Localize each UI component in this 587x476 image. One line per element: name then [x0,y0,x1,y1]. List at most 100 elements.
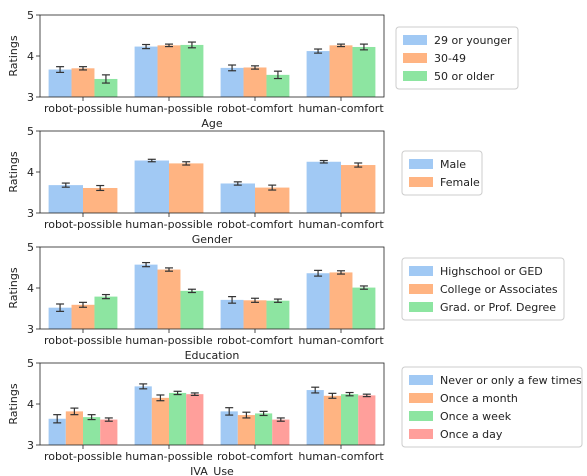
legend-label: Male [440,158,466,171]
legend-swatch [409,393,433,403]
chart-panel: 3 4 5 Ratings robot-possible human-possible ro… [7,125,483,246]
y-axis-label: Ratings [7,383,20,424]
bar [220,411,238,445]
x-tick-label: human-comfort [298,102,384,115]
bar [71,304,95,329]
bar [352,287,376,329]
y-tick-label: 4 [27,166,34,179]
x-axis-label: IVA_Use [190,465,234,476]
x-tick-label: human-possible [125,102,213,115]
bar [329,45,353,97]
legend-label: 29 or younger [434,34,512,47]
legend-label: Once a day [440,428,503,441]
legend-label: Female [440,176,480,189]
y-tick-label: 5 [27,357,34,370]
y-tick-label: 5 [27,241,34,254]
bar [169,163,204,213]
bar [352,46,376,97]
bar [341,394,359,445]
bar [255,413,273,445]
bar [169,392,187,445]
y-tick-label: 5 [27,125,34,138]
bar [134,386,152,445]
bar [151,397,169,445]
bar [48,185,83,213]
legend-swatch [409,284,433,294]
bar [243,300,267,329]
y-axis-label: Ratings [7,35,20,76]
y-axis-label: Ratings [7,151,20,192]
bar [358,395,376,445]
y-tick-label: 3 [27,439,34,452]
bar [341,165,376,213]
x-tick-label: human-comfort [298,450,384,463]
legend-box [401,366,583,448]
x-tick-label: human-possible [125,334,213,347]
y-tick-label: 4 [27,398,34,411]
legend-label: 30-49 [434,52,466,65]
legend-label: Highschool or GED [440,265,543,278]
legend-label: Never or only a few times [440,374,582,387]
y-tick-label: 4 [27,50,34,63]
legend-swatch [409,302,433,312]
bar [329,272,353,329]
legend-swatch [409,375,433,385]
bar [134,264,158,329]
legend-label: Once a month [440,392,518,405]
y-tick-label: 3 [27,91,34,104]
x-axis-label: Age [201,117,223,130]
y-tick-label: 3 [27,323,34,336]
bar [83,417,101,445]
legend-swatch [403,53,427,63]
x-tick-label: robot-comfort [217,102,294,115]
legend-swatch [409,266,433,276]
bar [48,69,72,97]
bar [48,307,72,329]
bar [306,273,330,329]
x-axis-label: Gender [192,233,233,246]
bar [157,45,181,97]
y-tick-label: 5 [27,9,34,22]
bar [83,187,118,213]
x-tick-label: robot-possible [44,334,122,347]
bar [134,160,169,213]
x-tick-label: human-possible [125,218,213,231]
legend-box [401,257,565,321]
bar [243,67,267,97]
x-tick-label: robot-comfort [217,334,294,347]
x-tick-label: robot-comfort [217,218,294,231]
bar [186,394,204,445]
x-tick-label: robot-possible [44,450,122,463]
y-tick-label: 4 [27,282,34,295]
y-tick-label: 3 [27,207,34,220]
x-tick-label: human-comfort [298,218,384,231]
legend-swatch [409,429,433,439]
bar [71,68,95,97]
bar [100,419,118,445]
chart-panel: 3 4 5 Ratings robot-possible human-possible ro… [7,357,583,476]
legend-label: 50 or older [434,70,495,83]
legend-swatch [409,411,433,421]
legend-label: College or Associates [440,283,558,296]
x-tick-label: robot-possible [44,102,122,115]
bar [306,51,330,97]
x-tick-label: human-possible [125,450,213,463]
legend-swatch [409,159,433,169]
chart-panel: 3 4 5 Ratings robot-possible human-possible ro… [7,241,565,362]
bar [255,187,290,213]
legend-label: Once a week [440,410,512,423]
bar [323,395,341,445]
bar [134,46,158,97]
bar [180,290,204,329]
legend-swatch [403,35,427,45]
bar [157,269,181,329]
legend-swatch [409,177,433,187]
legend-label: Grad. or Prof. Degree [440,301,556,314]
bar [220,183,255,213]
x-tick-label: human-comfort [298,334,384,347]
bar [94,78,118,97]
bar [306,161,341,213]
bar [266,74,290,97]
x-axis-label: Education [185,349,240,362]
bar [220,67,244,97]
